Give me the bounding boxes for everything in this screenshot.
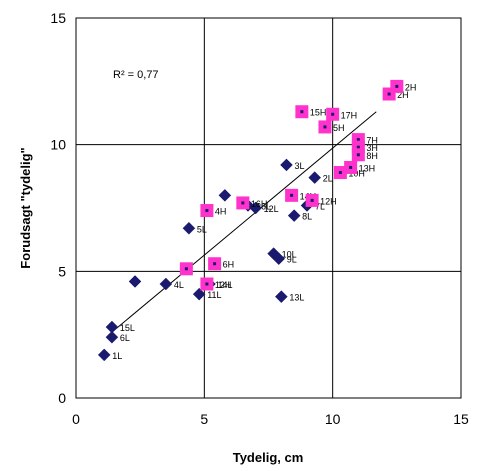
point-label: 10L	[282, 250, 297, 260]
trendline	[111, 111, 377, 333]
low-point-marker	[308, 171, 322, 184]
point-label: 6L	[120, 333, 130, 343]
point-label: 8H	[366, 151, 378, 161]
y-tick-label: 5	[58, 263, 66, 279]
high-point-center-dot	[387, 92, 391, 96]
point-label: 12L	[264, 204, 279, 214]
point-label: 2H	[405, 82, 417, 92]
point-label: 15H	[310, 108, 327, 118]
point-label: 3L	[294, 161, 304, 171]
point-label: 2H	[397, 90, 409, 100]
high-point-center-dot	[349, 165, 353, 169]
low-point-marker	[287, 209, 301, 222]
point-label: 7L	[315, 201, 325, 211]
low-point-marker	[274, 290, 288, 304]
x-axis-title: Tydelig, cm	[233, 450, 304, 465]
low-point-marker	[105, 320, 119, 334]
high-point-center-dot	[241, 201, 245, 205]
point-label: 15L	[120, 323, 135, 333]
y-tick-label: 10	[50, 137, 66, 153]
point-label: 13L	[289, 293, 304, 303]
point-label: 5H	[333, 123, 345, 133]
high-point-center-dot	[356, 145, 360, 149]
x-tick-label: 0	[72, 411, 80, 427]
low-point-marker	[218, 188, 232, 202]
point-label: 4L	[174, 280, 184, 290]
point-label: 12H	[320, 196, 337, 206]
point-label: 3H	[366, 143, 378, 153]
high-point-center-dot	[290, 193, 294, 197]
point-label: 5L	[197, 224, 207, 234]
point-label: 17H	[341, 110, 358, 120]
point-label: 4H	[215, 207, 227, 217]
point-label: 6H	[223, 260, 235, 270]
low-point-marker	[97, 348, 111, 362]
high-point-center-dot	[395, 84, 399, 88]
point-label: 12H	[215, 280, 232, 290]
r-squared-annotation: R² = 0,77	[113, 69, 159, 81]
high-point-center-dot	[310, 198, 314, 202]
x-tick-label: 10	[325, 411, 341, 427]
point-label: 7H	[366, 136, 378, 146]
point-label: 16H	[251, 199, 268, 209]
low-point-marker	[128, 275, 142, 288]
low-point-marker	[280, 158, 293, 172]
high-point-center-dot	[338, 171, 342, 175]
low-point-marker	[272, 252, 286, 266]
low-point-marker	[182, 221, 196, 235]
low-point-marker	[249, 201, 263, 215]
point-label: 2L	[323, 174, 333, 184]
high-point-center-dot	[323, 125, 327, 129]
high-point-center-dot	[356, 138, 360, 142]
point-label: 11L	[207, 290, 221, 300]
point-label: 16L	[256, 201, 271, 211]
high-point-center-dot	[205, 209, 209, 213]
low-point-marker	[105, 330, 119, 344]
high-point-center-dot	[205, 282, 209, 286]
y-tick-label: 15	[50, 10, 66, 26]
tick-labels: 0 5 10 15 0 5 10 15	[50, 10, 469, 427]
low-point-marker	[159, 277, 173, 291]
y-axis-title: Forudsagt "tydelig"	[18, 147, 33, 268]
high-point-center-dot	[331, 112, 335, 116]
point-label: 14L	[217, 280, 232, 290]
high-point-center-dot	[213, 262, 217, 266]
high-point-center-dot	[184, 267, 188, 271]
point-label: 13H	[359, 163, 376, 173]
low-point-marker	[192, 287, 206, 301]
point-label: 8L	[302, 212, 312, 222]
y-tick-label: 0	[58, 390, 66, 406]
x-tick-label: 15	[453, 411, 469, 427]
x-tick-label: 5	[200, 411, 208, 427]
point-label: 9L	[287, 255, 297, 265]
high-point-center-dot	[300, 110, 304, 114]
high-point-center-dot	[356, 153, 360, 157]
plot-area-border	[75, 17, 462, 399]
point-label: 1L	[112, 351, 122, 361]
